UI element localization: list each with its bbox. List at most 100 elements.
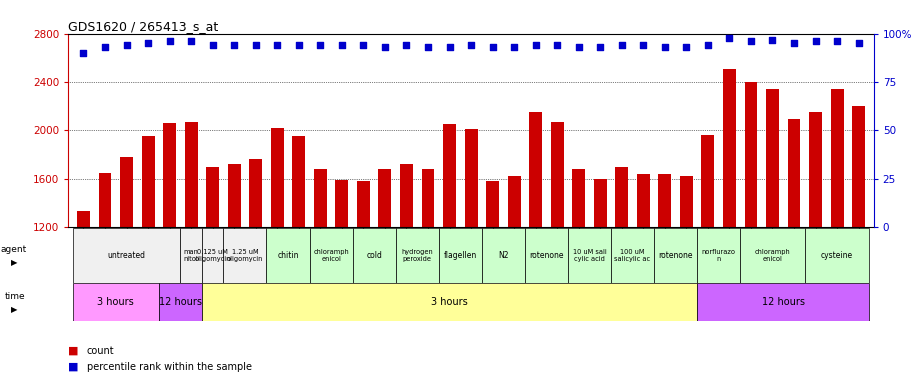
Point [162,39,177,45]
Text: 12 hours: 12 hours [761,297,804,307]
Text: time: time [5,292,26,301]
Point [527,42,542,48]
Bar [292,136,305,227]
Point [77,50,91,56]
Bar [400,164,413,227]
Point [614,42,629,48]
Bar [851,106,865,227]
Point [292,42,306,48]
Point [485,44,499,50]
Text: chitin: chitin [277,251,299,260]
Bar [528,112,541,227]
Text: GDS1620 / 265413_s_at: GDS1620 / 265413_s_at [68,20,219,33]
Bar [201,283,696,321]
Point [270,42,284,48]
Point [205,42,220,48]
Bar [722,69,735,227]
Bar [680,176,692,227]
Point [829,39,844,45]
Point [764,36,779,42]
Text: hydrogen
peroxide: hydrogen peroxide [401,249,433,262]
Text: 1.25 uM
oligomycin: 1.25 uM oligomycin [227,249,263,262]
Bar [141,136,154,227]
Bar [206,166,219,227]
Bar [223,228,266,283]
Point [184,39,199,45]
Bar [378,169,391,227]
Point [377,44,392,50]
Point [334,42,349,48]
Bar [696,283,868,321]
Bar [353,228,395,283]
Point [592,44,607,50]
Text: norflurazo
n: norflurazo n [701,249,735,262]
Bar [593,178,606,227]
Bar [249,159,261,227]
Bar [228,164,241,227]
Text: ▶: ▶ [11,258,17,267]
Bar [740,228,804,283]
Text: rotenone: rotenone [658,251,692,260]
Text: ▶: ▶ [11,305,17,314]
Text: 3 hours: 3 hours [97,297,134,307]
Bar [313,169,326,227]
Bar [696,228,740,283]
Bar [201,228,223,283]
Bar [653,228,696,283]
Bar [266,228,309,283]
Text: count: count [87,346,114,355]
Bar [525,228,568,283]
Text: flagellen: flagellen [443,251,476,260]
Point [399,42,414,48]
Text: 100 uM
salicylic ac: 100 uM salicylic ac [614,249,650,262]
Point [571,44,586,50]
Point [97,44,112,50]
Point [248,42,262,48]
Bar [77,211,90,227]
Text: ■: ■ [68,346,79,355]
Point [786,40,801,46]
Bar [610,228,653,283]
Bar [335,180,348,227]
Point [312,42,327,48]
Bar [73,283,159,321]
Bar [98,172,111,227]
Bar [830,89,843,227]
Bar [636,174,649,227]
Bar [808,112,821,227]
Point [420,44,435,50]
Text: cysteine: cysteine [820,251,852,260]
Bar [120,157,133,227]
Bar [550,122,563,227]
Bar [180,228,201,283]
Bar [421,169,434,227]
Point [119,42,134,48]
Point [742,39,757,45]
Text: 10 uM sali
cylic acid: 10 uM sali cylic acid [572,249,606,262]
Bar [309,228,353,283]
Bar [159,283,201,321]
Bar [395,228,438,283]
Point [807,39,822,45]
Text: 12 hours: 12 hours [159,297,201,307]
Text: untreated: untreated [107,251,146,260]
Bar [73,228,180,283]
Point [507,44,521,50]
Text: agent: agent [1,245,27,254]
Point [463,42,477,48]
Point [227,42,241,48]
Bar [163,123,176,227]
Point [850,40,865,46]
Bar [438,228,481,283]
Text: cold: cold [366,251,382,260]
Text: N2: N2 [497,251,508,260]
Text: man
nitol: man nitol [183,249,199,262]
Bar [356,181,370,227]
Text: 3 hours: 3 hours [431,297,467,307]
Point [679,44,693,50]
Bar [486,181,498,227]
Bar [568,228,610,283]
Text: chloramph
enicol: chloramph enicol [312,249,349,262]
Text: 0.125 uM
oligomycin: 0.125 uM oligomycin [194,249,230,262]
Bar [443,124,456,227]
